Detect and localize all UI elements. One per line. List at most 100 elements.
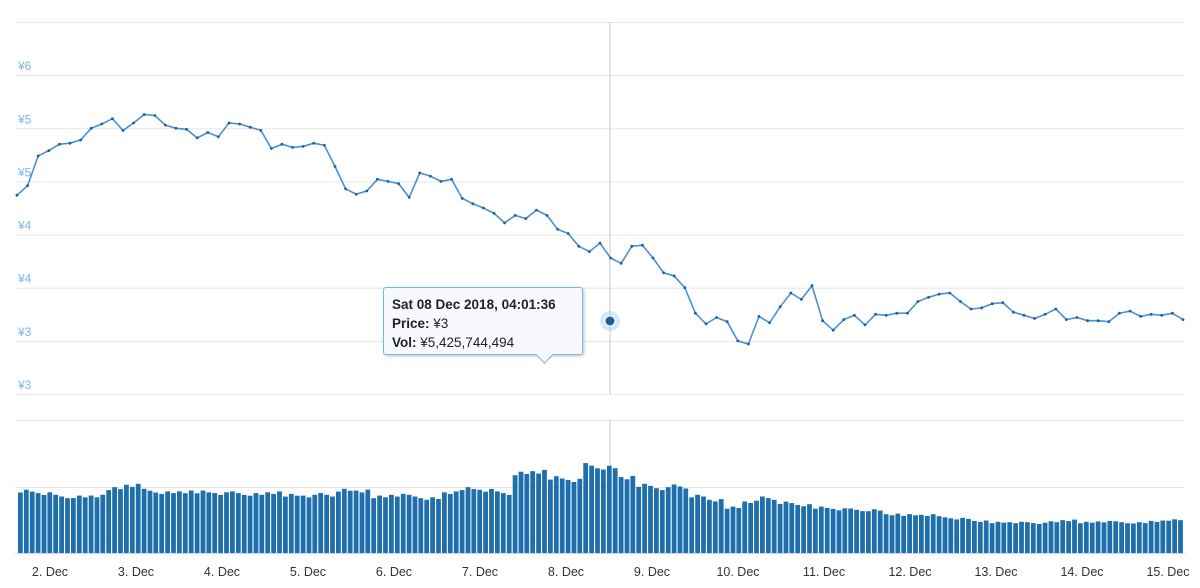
volume-bar xyxy=(595,468,600,553)
volume-bar xyxy=(394,496,400,553)
price-gridlines xyxy=(15,22,1185,395)
price-point xyxy=(503,221,506,225)
volume-bar xyxy=(860,511,865,553)
volume-bar xyxy=(795,504,801,553)
price-point xyxy=(1096,319,1100,323)
volume-bar xyxy=(389,494,394,553)
volume-bar xyxy=(948,518,954,553)
volume-bar xyxy=(365,489,371,553)
volume-bar xyxy=(477,489,483,553)
volume-bar xyxy=(642,483,647,553)
price-point xyxy=(111,117,114,121)
volume-bar xyxy=(1007,522,1013,553)
price-point xyxy=(927,295,930,299)
price-point xyxy=(1171,311,1174,315)
volume-bar xyxy=(524,474,530,553)
price-point xyxy=(641,243,644,247)
volume-bar xyxy=(1078,523,1083,553)
volume-bar xyxy=(1142,523,1148,553)
price-point xyxy=(651,256,655,260)
price-point xyxy=(1012,310,1015,314)
price-point xyxy=(948,291,952,295)
volume-bar xyxy=(1136,522,1142,553)
price-point xyxy=(460,197,464,200)
volume-bar xyxy=(577,478,583,553)
volume-bar xyxy=(612,468,618,553)
volume-bar xyxy=(1030,523,1036,553)
price-point xyxy=(884,313,888,317)
volume-bar xyxy=(271,494,276,553)
volume-bar xyxy=(171,493,176,553)
volume-bar xyxy=(777,503,783,553)
price-point xyxy=(291,146,294,149)
volume-bar xyxy=(459,490,465,553)
volume-bar xyxy=(589,465,594,553)
volume-bar xyxy=(712,501,718,553)
price-point xyxy=(407,196,411,199)
x-tick-label: 9. Dec xyxy=(634,565,670,579)
price-point xyxy=(545,214,549,217)
volume-bar xyxy=(895,513,901,553)
price-point xyxy=(248,125,252,129)
volume-bar xyxy=(707,499,712,553)
price-point xyxy=(153,114,157,117)
volume-bar xyxy=(483,491,488,553)
price-point xyxy=(36,154,40,158)
volume-bar xyxy=(736,508,742,553)
volume-bar xyxy=(742,501,748,553)
price-point xyxy=(1075,316,1079,319)
price-point xyxy=(789,291,793,295)
price-point xyxy=(980,306,983,310)
price-point xyxy=(89,126,93,130)
volume-bar xyxy=(995,521,1001,553)
volume-bar xyxy=(966,518,971,553)
price-point xyxy=(757,315,761,318)
volume-bar xyxy=(1119,522,1124,553)
hover-point[interactable] xyxy=(604,315,616,327)
price-point xyxy=(195,136,199,140)
volume-bar xyxy=(983,520,989,553)
price-point xyxy=(365,189,369,193)
price-point xyxy=(227,121,231,125)
volume-bar xyxy=(1001,522,1007,553)
volume-bar xyxy=(530,471,536,553)
price-point xyxy=(270,147,273,150)
price-point xyxy=(471,202,475,206)
volume-bar xyxy=(553,476,559,553)
volume-bar xyxy=(1036,524,1042,553)
volume-bar xyxy=(324,494,329,553)
volume-bar xyxy=(830,508,836,553)
price-point xyxy=(524,217,528,221)
volume-bar xyxy=(648,485,653,553)
price-point xyxy=(429,174,432,178)
x-tick-label: 6. Dec xyxy=(376,565,412,579)
volume-bar xyxy=(866,511,871,553)
volume-bar xyxy=(359,492,365,553)
volume-bar xyxy=(241,494,247,553)
volume-bar xyxy=(665,487,671,553)
price-point xyxy=(778,305,782,309)
volume-bar xyxy=(972,520,977,553)
volume-bar xyxy=(771,499,777,553)
x-tick-label: 8. Dec xyxy=(548,565,584,579)
volume-bar xyxy=(701,496,706,553)
price-point xyxy=(68,141,72,145)
volume-bar xyxy=(306,497,312,553)
volume-bar xyxy=(318,493,324,553)
price-point xyxy=(513,214,517,217)
price-point xyxy=(47,149,51,153)
volume-bar xyxy=(930,514,936,553)
volume-bar xyxy=(330,496,335,553)
volume-bar xyxy=(695,494,700,553)
volume-bar xyxy=(247,495,253,553)
price-point xyxy=(535,208,538,212)
price-point xyxy=(217,135,220,139)
volume-bar xyxy=(188,490,194,553)
volume-bar xyxy=(548,479,553,553)
price-point xyxy=(418,171,422,175)
price-y-axis-labels: ¥3 ¥3 ¥4 ¥4 ¥5 ¥5 ¥6 xyxy=(17,59,32,392)
y-tick-label: ¥3 xyxy=(17,378,32,392)
price-point xyxy=(1118,311,1121,315)
price-point xyxy=(174,126,178,130)
